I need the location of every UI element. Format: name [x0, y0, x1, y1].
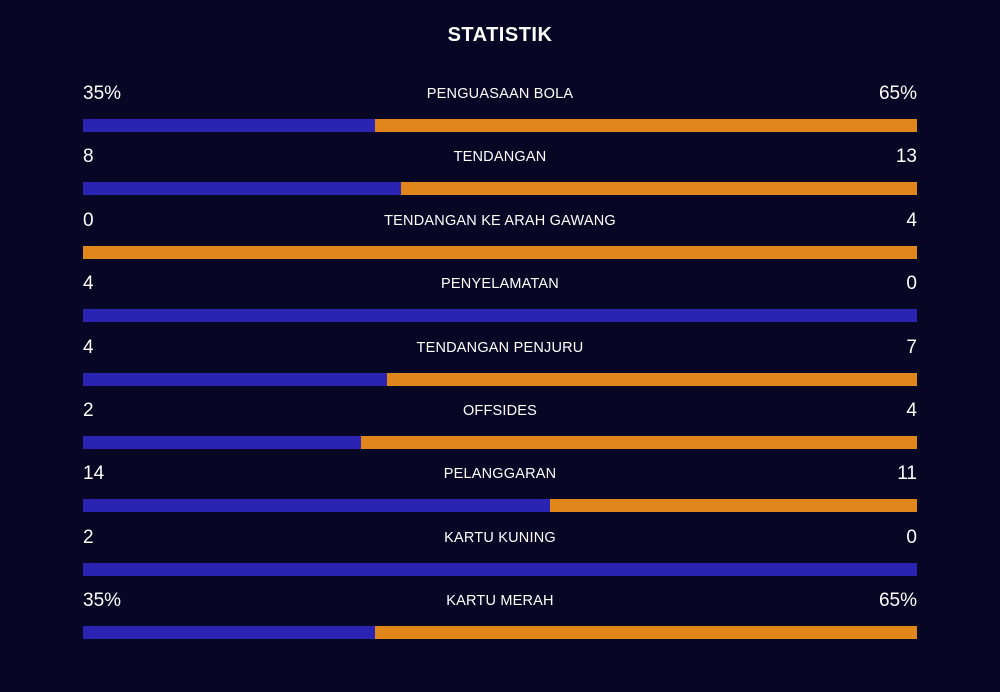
stat-home-value: 0: [83, 209, 94, 231]
stat-label: TENDANGAN PENJURU: [416, 339, 584, 356]
stat-header: 35% KARTU MERAH 65%: [83, 586, 917, 616]
stat-label: PENYELAMATAN: [441, 276, 559, 293]
stat-away-value: 0: [906, 526, 917, 548]
stat-row: 2 KARTU KUNING 0: [83, 523, 917, 586]
stat-away-value: 4: [906, 209, 917, 231]
stat-bar-home: [83, 372, 387, 386]
stat-bar: [83, 435, 917, 449]
stat-bar-away: [374, 119, 917, 132]
stat-header: 8 TENDANGAN 13: [83, 142, 917, 172]
stat-home-value: 8: [83, 146, 94, 168]
stat-bar-away: [400, 182, 917, 196]
stat-bar-home: [83, 499, 551, 513]
stat-bar: [83, 245, 917, 259]
stat-bar-home: [83, 562, 917, 576]
stat-header: 2 OFFSIDES 4: [83, 396, 917, 426]
stat-row: 14 PELANGGARAN 11: [83, 459, 917, 522]
stat-row: 8 TENDANGAN 13: [83, 142, 917, 205]
stat-bar-home: [83, 119, 375, 132]
stat-row: 4 PENYELAMATAN 0: [83, 269, 917, 332]
stat-bar-home: [83, 309, 917, 323]
stat-header: 35% PENGUASAAN BOLA 65%: [83, 79, 917, 109]
stat-bar-home: [83, 626, 375, 640]
stat-label: KARTU KUNING: [444, 529, 556, 546]
stat-header: 4 TENDANGAN PENJURU 7: [83, 333, 917, 363]
stat-label: OFFSIDES: [462, 402, 538, 419]
stat-label: PENGUASAAN BOLA: [426, 86, 574, 102]
stats-list: 35% PENGUASAAN BOLA 65% 8 TENDANGAN 13 0 TENDAN…: [83, 79, 917, 650]
stat-home-value: 35%: [83, 83, 122, 104]
stat-label: KARTU MERAH: [446, 593, 554, 610]
stat-label: TENDANGAN: [453, 149, 547, 166]
stat-row: 35% PENGUASAAN BOLA 65%: [83, 79, 917, 142]
stat-header: 4 PENYELAMATAN 0: [83, 269, 917, 299]
stat-bar: [83, 309, 917, 323]
stat-away-value: 13: [895, 146, 917, 168]
stat-home-value: 4: [83, 273, 94, 295]
stat-bar: [83, 372, 917, 386]
stat-home-value: 2: [83, 526, 94, 548]
stat-bar: [83, 499, 917, 513]
stat-home-value: 14: [83, 463, 105, 485]
stat-home-value: 4: [83, 336, 94, 358]
stat-header: 2 KARTU KUNING 0: [83, 523, 917, 553]
stat-bar-away: [386, 372, 917, 386]
stat-home-value: 35%: [83, 590, 122, 612]
stat-home-value: 2: [83, 399, 94, 421]
stat-away-value: 65%: [878, 590, 917, 612]
stat-bar-home: [83, 182, 401, 196]
page-title: STATISTIK: [447, 24, 553, 46]
stat-label: PELANGGARAN: [443, 466, 557, 483]
stat-label: TENDANGAN KE ARAH GAWANG: [384, 212, 616, 229]
stat-bar: [83, 562, 917, 576]
stat-bar-away: [374, 626, 917, 640]
stat-away-value: 0: [906, 273, 917, 295]
stat-bar-away: [83, 245, 917, 259]
stat-away-value: 4: [906, 399, 917, 421]
stat-row: 4 TENDANGAN PENJURU 7: [83, 333, 917, 396]
stat-bar: [83, 626, 917, 640]
stat-away-value: 65%: [878, 83, 917, 104]
stat-row: 0 TENDANGAN KE ARAH GAWANG 4: [83, 206, 917, 269]
stat-bar: [83, 119, 917, 132]
stat-away-value: 7: [906, 336, 917, 358]
stat-away-value: 11: [897, 463, 917, 485]
stat-header: 14 PELANGGARAN 11: [83, 459, 917, 489]
stat-row: 35% KARTU MERAH 65%: [83, 586, 917, 649]
stat-header: 0 TENDANGAN KE ARAH GAWANG 4: [83, 206, 917, 236]
stat-bar: [83, 182, 917, 196]
stat-row: 2 OFFSIDES 4: [83, 396, 917, 459]
stat-bar-home: [83, 435, 361, 449]
stat-bar-away: [550, 499, 917, 513]
stat-bar-away: [360, 435, 917, 449]
